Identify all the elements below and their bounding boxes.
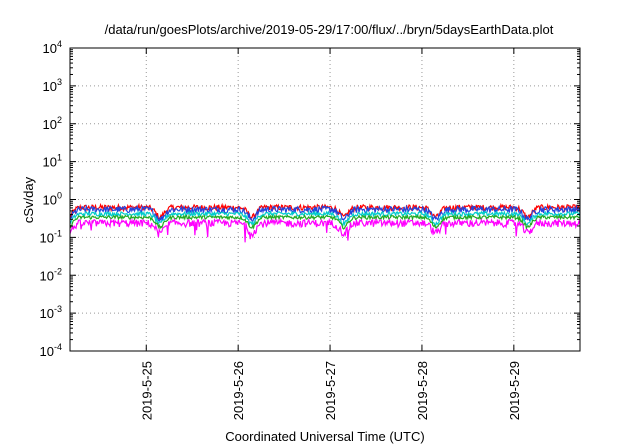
y-tick-label: 10-1 xyxy=(40,228,62,245)
y-tick-label: 10-2 xyxy=(40,266,62,283)
y-tick-label: 10-4 xyxy=(40,342,62,359)
y-tick-label: 10-3 xyxy=(40,304,62,321)
chart-title: /data/run/goesPlots/archive/2019-05-29/1… xyxy=(105,22,554,37)
x-tick-label: 2019-5-25 xyxy=(139,361,154,420)
y-tick-label: 104 xyxy=(43,39,62,56)
y-tick-label: 101 xyxy=(43,153,62,170)
series-line xyxy=(69,209,581,227)
grid xyxy=(70,48,580,351)
y-tick-label: 100 xyxy=(43,191,62,208)
x-axis-label: Coordinated Universal Time (UTC) xyxy=(225,429,424,444)
x-axis-ticks: 2019-5-25 2019-5-26 2019-5-27 2019-5-28 2019… xyxy=(139,48,522,420)
x-tick-label: 2019-5-26 xyxy=(231,361,246,420)
x-tick-label: 2019-5-29 xyxy=(507,361,522,420)
series-line xyxy=(69,202,581,221)
x-tick-label: 2019-5-28 xyxy=(415,361,430,420)
series-line xyxy=(69,213,581,231)
series-layer xyxy=(69,202,581,243)
series-line xyxy=(69,217,581,243)
y-tick-label: 103 xyxy=(43,77,62,94)
y-tick-label: 102 xyxy=(43,115,62,132)
y-axis-label: cSv/day xyxy=(21,176,36,223)
x-tick-label: 2019-5-27 xyxy=(323,361,338,420)
y-axis-ticks: 10-4 10-3 10-2 10-1 100 101 102 103 104 xyxy=(40,39,580,359)
